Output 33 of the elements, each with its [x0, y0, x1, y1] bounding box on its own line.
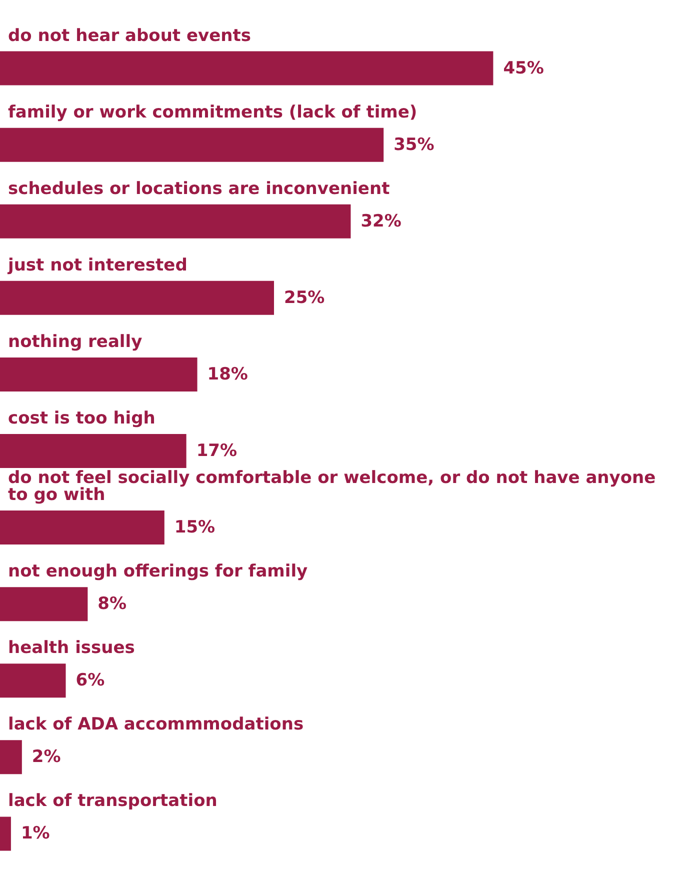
- data-label: 6%: [76, 670, 105, 691]
- y-tick-label: do not hear about events: [8, 26, 251, 46]
- data-label: 25%: [284, 288, 325, 308]
- data-label: 2%: [32, 747, 61, 768]
- bar: [0, 128, 384, 162]
- data-label: 1%: [20, 824, 50, 844]
- bar: [0, 434, 186, 468]
- y-tick-label: nothing really: [8, 332, 142, 352]
- y-tick-label: family or work commitments (lack of time): [8, 102, 418, 122]
- bar: [0, 204, 351, 238]
- y-tick-label: not enough offerings for family: [8, 562, 308, 582]
- y-tick-label: cost is too high: [8, 408, 156, 428]
- data-label: 17%: [196, 441, 238, 461]
- bar: [0, 357, 198, 392]
- data-label: 45%: [503, 58, 544, 78]
- data-label: 32%: [360, 211, 402, 232]
- bar: [0, 510, 164, 545]
- bar: [0, 664, 66, 698]
- data-label: 15%: [174, 518, 216, 538]
- y-tick-label: just not interested: [7, 255, 188, 276]
- bar: [0, 816, 11, 851]
- y-tick-label: health issues: [8, 638, 135, 658]
- y-tick-label: do not feel socially comfortable or welcome, or do not have anyone to go with: [8, 468, 662, 506]
- data-label: 35%: [394, 134, 434, 155]
- data-label: 18%: [207, 364, 248, 384]
- bar: [0, 740, 22, 774]
- bar: [0, 280, 274, 315]
- y-tick-label: schedules or locations are inconvenient: [8, 178, 390, 199]
- y-tick-label: lack of transportation: [8, 791, 218, 812]
- data-label: 8%: [98, 594, 127, 614]
- bar: [0, 587, 88, 622]
- bar: [0, 51, 494, 86]
- y-tick-label: lack of ADA accommmodations: [8, 714, 304, 735]
